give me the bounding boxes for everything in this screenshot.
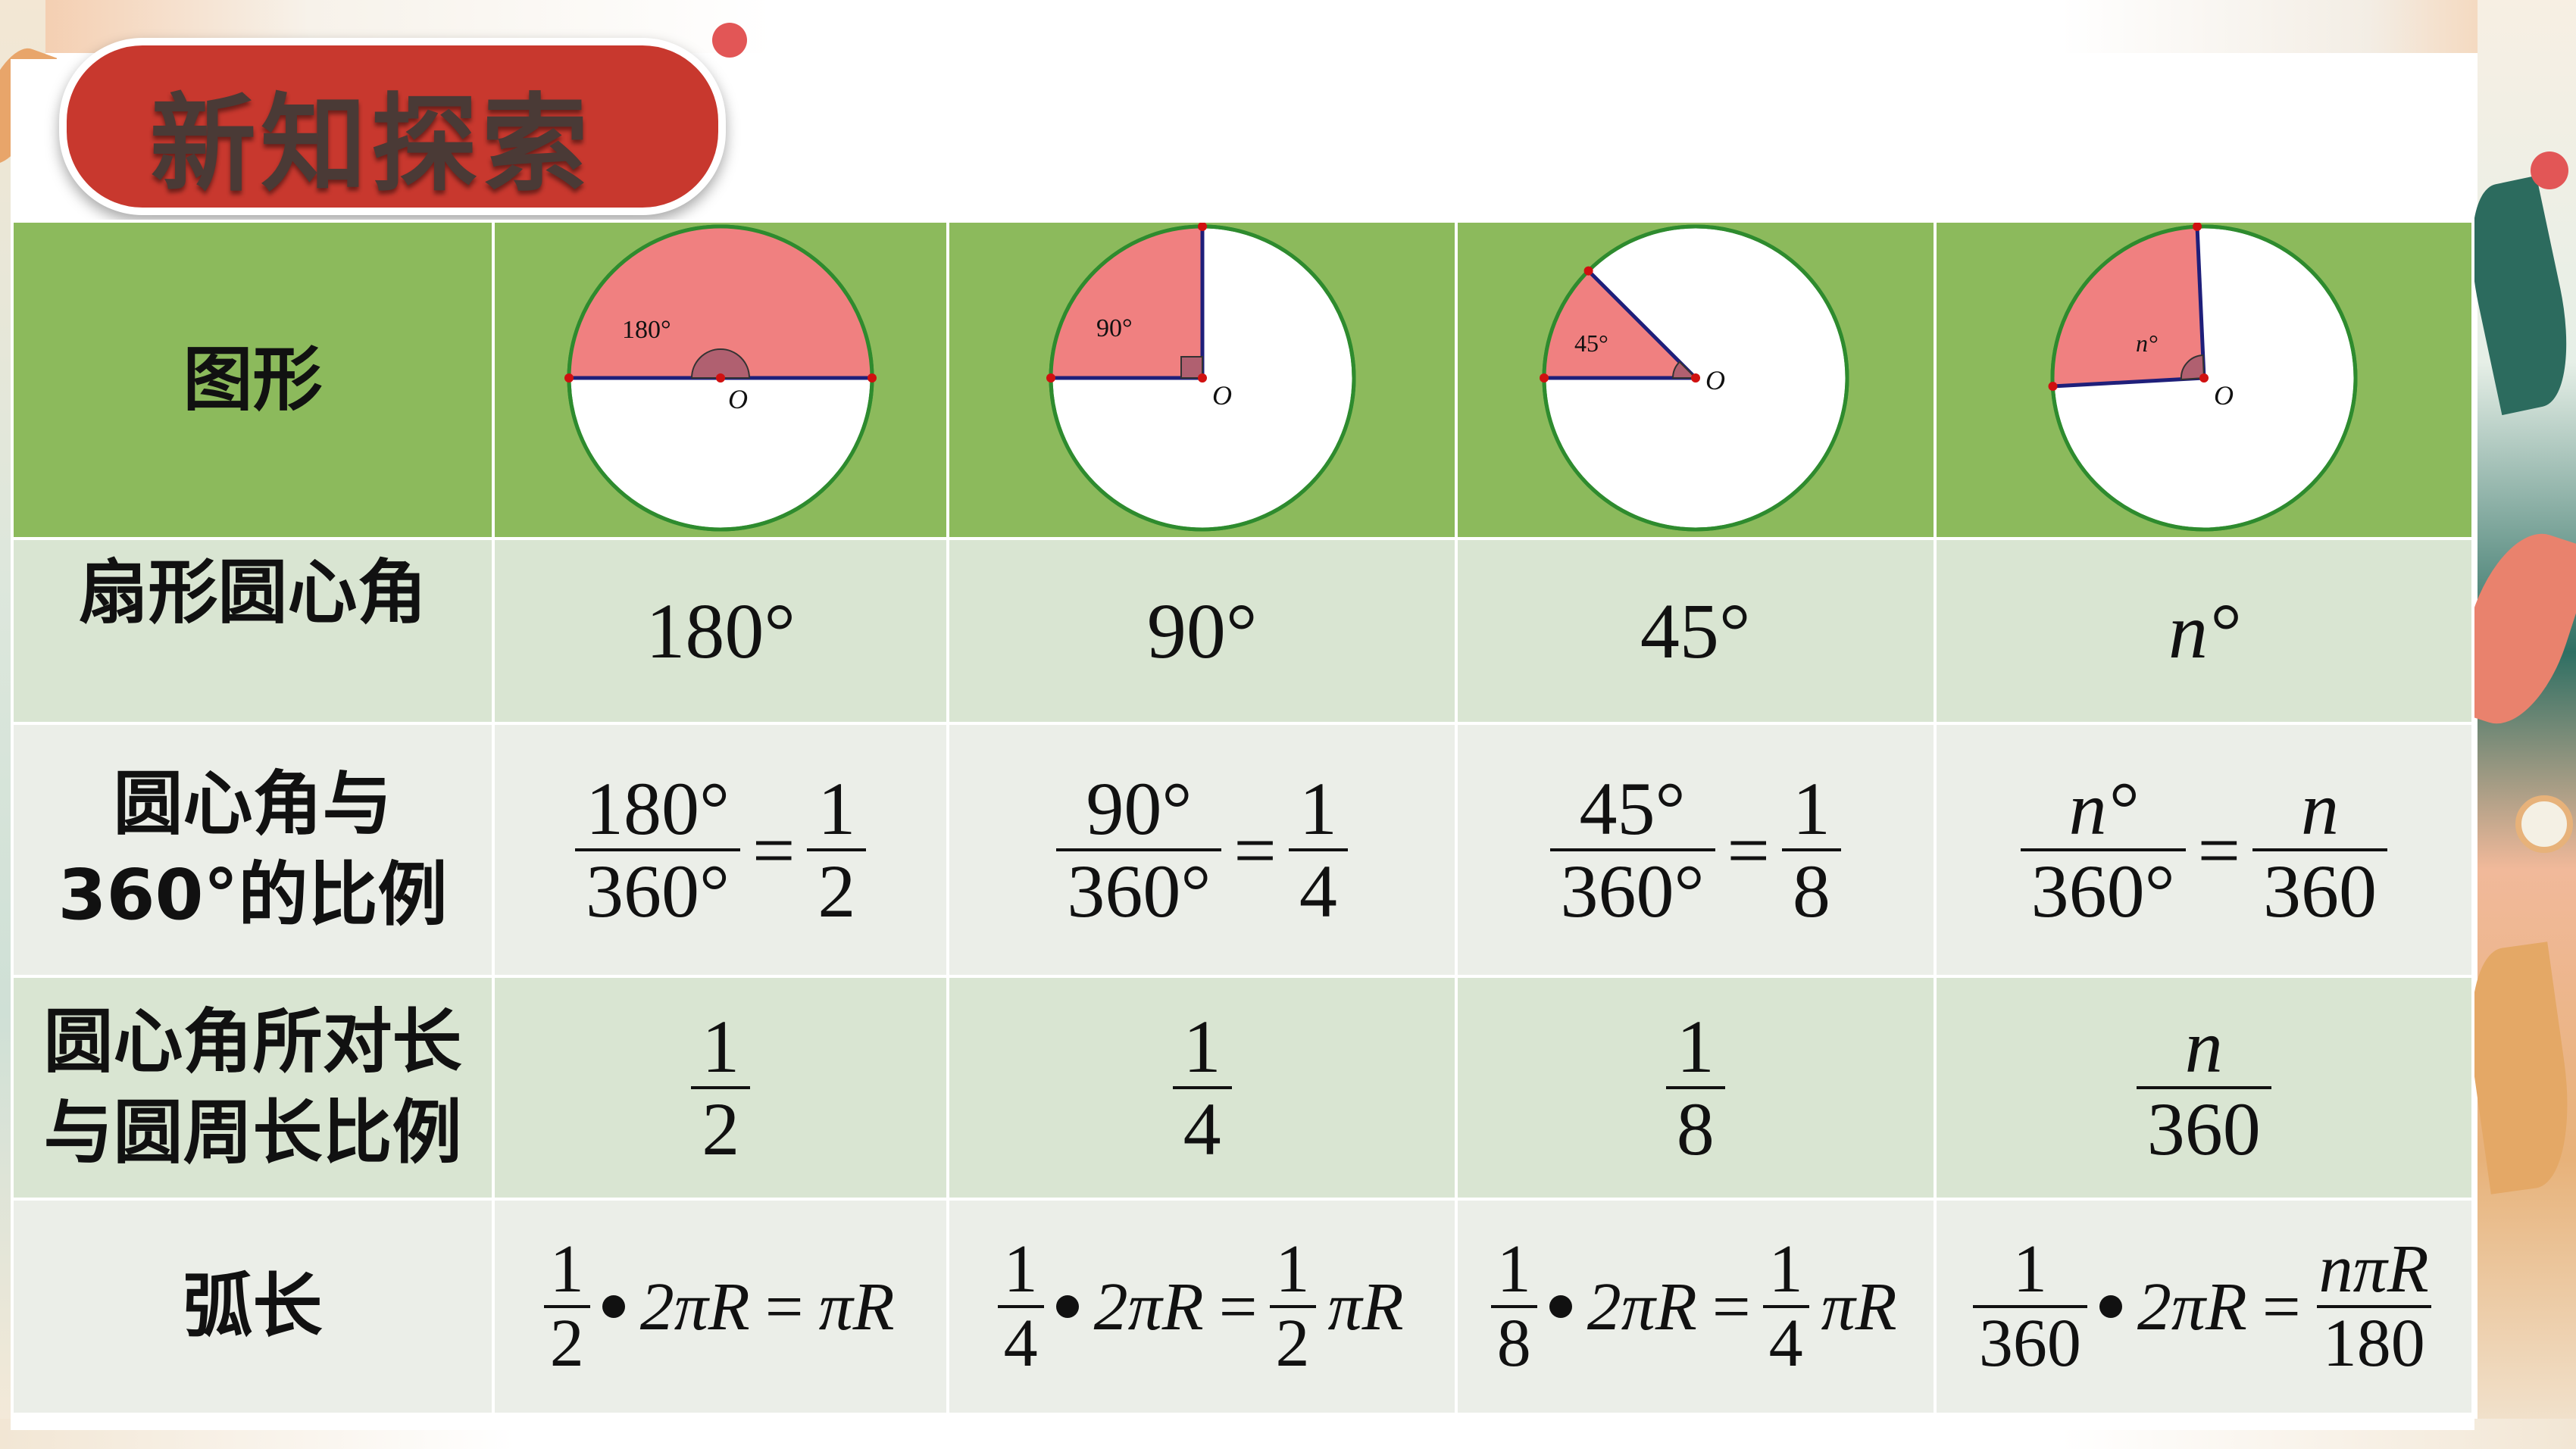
row-header-ratio: 圆心角与 360°的比例 [11,722,495,978]
fraction: 180° 360° [574,769,740,931]
sector-fill [1050,226,1202,378]
center-label: O [1705,365,1725,395]
fraction: n 360 [2136,1007,2271,1169]
angle-label: 45° [1574,329,1608,357]
decor-dot [2515,795,2573,853]
sector-table: 图形 180° O [11,220,2475,1416]
figure-cell: 90° O [946,220,1458,540]
center-label: O [728,384,748,414]
sector-fill [1543,270,1696,378]
angle-label: n° [2136,329,2158,357]
sector-fill [2052,226,2204,386]
row-header-line: 360°的比例 [58,854,448,935]
center-label: O [2214,380,2234,411]
sector-fill [569,226,873,378]
angle-value: n° [1933,537,2475,725]
table-row-angle: 扇形圆心角 180° 90° 45° n° [11,537,2475,725]
row-header-arc-length: 弧长 [11,1198,495,1416]
fraction: 1 360 [1972,1233,2087,1380]
arc-length-cell: 1 2 2πR = πR [491,1198,950,1416]
figure-cell: n° O [1933,220,2475,540]
row-header-figure: 图形 [11,220,495,540]
row-header-line: 圆心角所对长 [43,1001,462,1082]
angle-label: 180° [622,316,671,344]
dot-operator [602,1295,625,1318]
decor-dot [2531,151,2568,189]
fraction: 90° 360° [1056,769,1222,931]
center-label: O [1212,380,1232,411]
row-header-line: 与圆周长比例 [43,1092,462,1173]
sector-180-diagram: 180° O [564,224,877,532]
arc-length-cell: 1 360 2πR = nπR 180 [1933,1198,2475,1416]
row-header-line: 圆心角与 [113,764,392,845]
fraction: n 360 [2252,769,2387,931]
sector-45-diagram: 45° O [1539,224,1849,532]
ratio-cell: n° 360° = n 360 [1933,722,2475,978]
title-banner: 新知探索 [59,38,726,215]
angle-label: 90° [1096,314,1133,342]
row-header-angle: 扇形圆心角 [11,537,495,725]
angle-value: 180° [491,537,950,725]
arc-ratio-cell: n 360 [1933,975,2475,1201]
ratio-cell: 90° 360° = 1 4 [946,722,1458,978]
dot-operator [1055,1295,1079,1318]
ratio-cell: 180° 360° = 1 2 [491,722,950,978]
sector-90-diagram: 90° O [1046,222,1356,532]
table-row-figure: 图形 180° O [11,220,2475,540]
angle-value: 45° [1454,537,1937,725]
arc-length-cell: 1 8 2πR = 1 4 πR [1454,1198,1937,1416]
slide-title: 新知探索 [150,83,593,207]
figure-cell: 180° O [491,220,950,540]
fraction: 45° 360° [1549,769,1715,931]
row-header-arc-ratio: 圆心角所对长 与圆周长比例 [11,975,495,1201]
fraction: n° 360° [2020,769,2186,931]
table-row-arc-length: 弧长 1 2 2πR = πR 1 4 2πR = 1 2 πR 1 8 2πR = 1 4 πR 1 360 2π… [11,1198,2475,1416]
ratio-cell: 45° 360° = 1 8 [1454,722,1937,978]
angle-value: 90° [946,537,1458,725]
arc-length-cell: 1 4 2πR = 1 2 πR [946,1198,1458,1416]
decor-dot [712,23,747,58]
dot-operator [2099,1295,2122,1318]
dot-operator [1549,1295,1572,1318]
sector-n-diagram: n° O [2048,222,2358,532]
figure-cell: 45° O [1454,220,1937,540]
table-row-ratio: 圆心角与 360°的比例 180° 360° = 1 2 90° 360° = 1 4 45° 3… [11,722,2475,978]
fraction: nπR 180 [2313,1233,2435,1380]
